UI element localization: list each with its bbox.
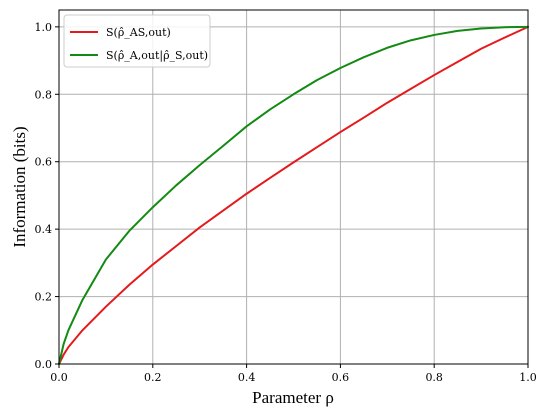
x-tick-label: 0.6 (332, 371, 350, 384)
axis-ticks: 0.0 0.2 0.4 0.6 0.8 1.0 0.0 0.2 0.4 0.6 0.8 1.0 (35, 21, 537, 384)
series-layer (58, 25, 529, 365)
y-tick-label: 0.2 (35, 291, 53, 304)
y-tick-label: 0.6 (35, 156, 53, 169)
y-tick-label: 0.0 (35, 358, 53, 371)
plot-frame (58, 9, 529, 365)
legend-label-0: S(ρ̂_AS,out) (106, 26, 171, 39)
y-axis-label: Information (bits) (10, 126, 29, 247)
legend-box (63, 14, 211, 68)
x-tick-label: 0.0 (50, 371, 68, 384)
x-axis-label: Parameter ρ (252, 388, 334, 407)
legend: S(ρ̂_AS,out) S(ρ̂_A,out|ρ̂_S,out) (63, 14, 211, 68)
series-line-0 (58, 25, 529, 365)
x-tick-label: 0.4 (238, 371, 256, 384)
x-tick-label: 1.0 (519, 371, 537, 384)
y-tick-label: 0.4 (35, 223, 53, 236)
y-tick-label: 1.0 (35, 21, 53, 34)
x-tick-label: 0.8 (425, 371, 443, 384)
y-tick-label: 0.8 (35, 88, 53, 101)
x-tick-label: 0.2 (144, 371, 162, 384)
legend-label-1: S(ρ̂_A,out|ρ̂_S,out) (106, 49, 208, 63)
series-line-1 (58, 25, 529, 365)
